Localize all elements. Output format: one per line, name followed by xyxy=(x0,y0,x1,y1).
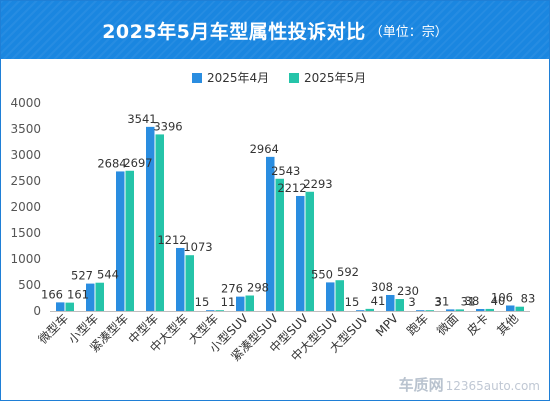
legend: 2025年4月 2025年5月 xyxy=(192,71,366,85)
bar-may-15 xyxy=(515,306,524,311)
data-label-may-10: 41 xyxy=(371,294,386,308)
bar-may-10 xyxy=(365,308,374,311)
data-label-may-15: 83 xyxy=(521,292,536,306)
y-tick-label: 3500 xyxy=(10,122,41,136)
bar-april-7 xyxy=(266,156,275,311)
data-label-may-14: 40 xyxy=(491,294,506,308)
x-tick-label: MPV xyxy=(373,311,402,340)
bar-may-13 xyxy=(455,309,464,311)
bar-may-1 xyxy=(95,282,104,311)
data-label-april-9: 550 xyxy=(311,267,333,281)
data-label-may-6: 298 xyxy=(247,281,269,295)
data-label-may-2: 2697 xyxy=(123,156,152,170)
bar-may-6 xyxy=(245,295,254,311)
watermark-brand: 车质网 xyxy=(398,376,444,394)
data-label-april-1: 527 xyxy=(71,269,93,283)
data-label-april-14: 38 xyxy=(465,294,480,308)
data-label-april-0: 166 xyxy=(41,287,63,301)
watermark: 车质网 12365auto.com xyxy=(399,374,540,395)
bars xyxy=(56,126,524,311)
data-label-may-7: 2543 xyxy=(271,164,300,178)
data-label-april-6: 276 xyxy=(221,282,243,296)
bar-april-13 xyxy=(446,309,455,311)
data-label-may-8: 2293 xyxy=(303,177,332,191)
y-tick-label: 2500 xyxy=(10,174,41,188)
bar-april-8 xyxy=(296,195,305,311)
legend-label-may: 2025年5月 xyxy=(304,71,366,85)
bar-may-0 xyxy=(65,302,74,311)
y-tick-label: 4000 xyxy=(10,96,41,110)
bar-may-7 xyxy=(275,178,284,311)
data-label-april-2: 2684 xyxy=(97,156,126,170)
y-tick-label: 3000 xyxy=(10,148,41,162)
data-label-may-13: 31 xyxy=(461,294,476,308)
bar-may-12 xyxy=(425,310,434,311)
chart-unit: （单位：宗） xyxy=(369,24,448,40)
bar-april-9 xyxy=(326,282,335,311)
data-label-may-12: 3 xyxy=(434,295,441,309)
watermark-site: 12365auto.com xyxy=(445,379,540,393)
data-label-april-4: 1212 xyxy=(157,233,186,247)
bar-may-3 xyxy=(155,134,164,311)
bar-may-14 xyxy=(485,308,494,311)
data-label-april-11: 308 xyxy=(371,280,393,294)
legend-swatch-april xyxy=(192,73,202,83)
data-label-april-7: 2964 xyxy=(250,142,279,156)
y-tick-label: 2000 xyxy=(10,200,41,214)
data-label-may-4: 1073 xyxy=(183,240,212,254)
y-tick-label: 500 xyxy=(18,278,41,292)
bar-april-14 xyxy=(476,309,485,311)
bar-april-10 xyxy=(356,310,365,311)
legend-swatch-may xyxy=(289,73,299,83)
data-label-may-9: 592 xyxy=(337,265,359,279)
data-label-may-5: 11 xyxy=(221,295,236,309)
y-tick-label: 1000 xyxy=(10,252,41,266)
y-axis: 0 500 1000 1500 2000 2500 3000 3500 4000 xyxy=(10,96,41,318)
data-label-may-1: 544 xyxy=(97,268,119,282)
data-label-april-3: 3541 xyxy=(127,112,156,126)
data-label-may-11: 230 xyxy=(397,284,419,298)
data-label-april-12: 3 xyxy=(408,295,415,309)
data-label-april-13: 31 xyxy=(435,294,450,308)
bar-may-9 xyxy=(335,280,344,311)
data-label-may-0: 161 xyxy=(67,288,89,302)
data-label-april-10: 15 xyxy=(345,295,360,309)
x-axis: 微型车小型车紧凑型车中型车中大型车大型车小型SUV紧凑型SUV中型SUV中大型S… xyxy=(35,310,530,364)
bar-april-2 xyxy=(116,171,125,311)
x-tick-label: 跑车 xyxy=(404,311,432,339)
bar-april-6 xyxy=(236,296,245,311)
data-label-may-3: 3396 xyxy=(153,119,182,133)
y-tick-label: 1500 xyxy=(10,226,41,240)
bar-may-5 xyxy=(215,310,224,311)
bar-april-12 xyxy=(416,310,425,311)
bar-may-11 xyxy=(395,299,404,311)
x-tick-label: 微面 xyxy=(434,311,461,338)
bar-april-11 xyxy=(386,294,395,311)
bar-april-4 xyxy=(176,247,185,311)
data-label-april-5: 15 xyxy=(195,295,210,309)
bar-may-2 xyxy=(125,170,134,311)
x-tick-label: 其他 xyxy=(494,311,521,338)
bar-april-3 xyxy=(146,126,155,311)
chart-header: 2025年5月车型属性投诉对比 （单位：宗） xyxy=(1,1,549,59)
bar-april-0 xyxy=(56,302,65,311)
data-label-april-15: 106 xyxy=(491,290,513,304)
legend-label-april: 2025年4月 xyxy=(207,71,269,85)
chart-title: 2025年5月车型属性投诉对比 xyxy=(102,20,366,43)
y-tick-label: 0 xyxy=(33,304,41,318)
bar-april-15 xyxy=(506,305,515,311)
data-label-april-8: 2212 xyxy=(277,181,306,195)
bar-april-5 xyxy=(206,310,215,311)
bar-may-8 xyxy=(305,191,314,311)
bar-april-1 xyxy=(86,283,95,311)
bar-may-4 xyxy=(185,255,194,311)
x-tick-label: 皮卡 xyxy=(464,311,491,338)
